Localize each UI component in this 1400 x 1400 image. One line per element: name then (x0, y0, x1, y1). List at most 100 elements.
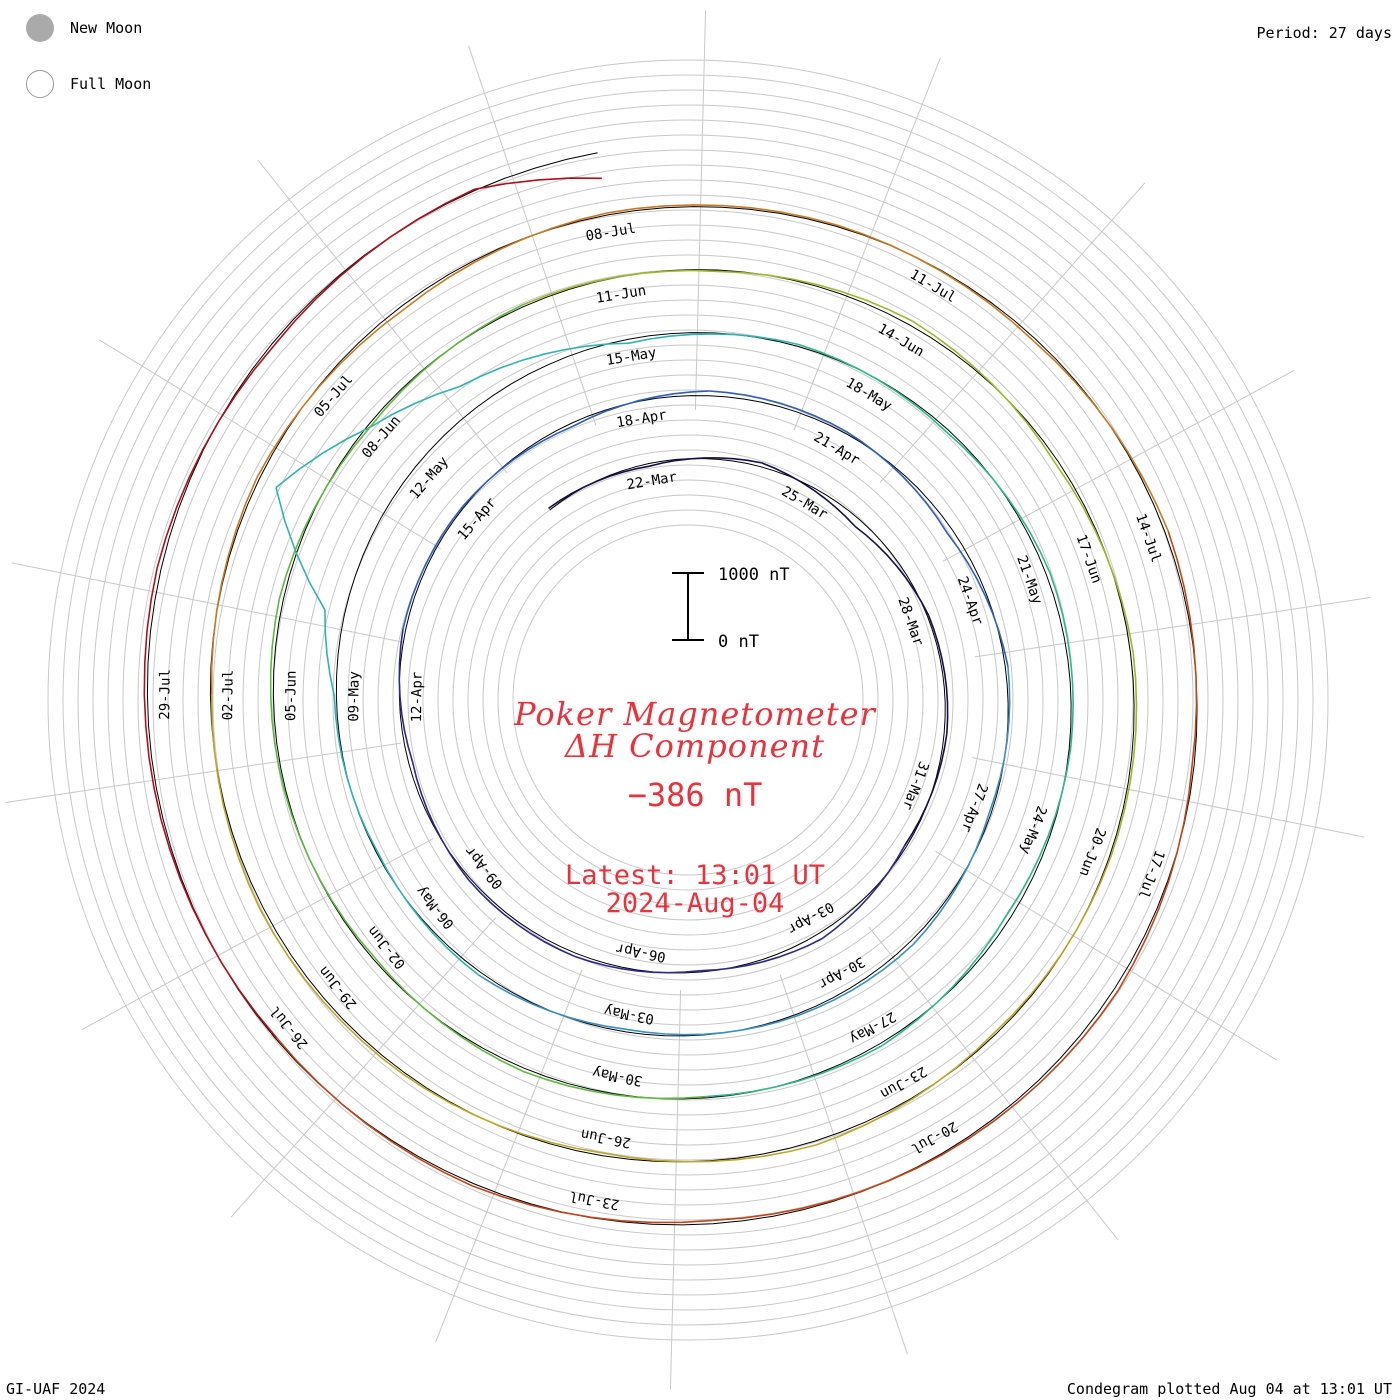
grid-spoke (793, 57, 941, 431)
series-segment (780, 943, 915, 1023)
grid-spoke (942, 369, 1295, 562)
series-segment (461, 425, 574, 508)
series-segment (1167, 530, 1198, 765)
grid-spoke (435, 969, 583, 1343)
grid-ring (497, 509, 879, 891)
date-tick-label: 12-May (407, 454, 452, 503)
grid-ring (212, 224, 1164, 1176)
series-segment (474, 177, 602, 191)
grid-ring (122, 134, 1254, 1266)
legend-new-moon: New Moon (26, 14, 142, 42)
grid-spoke (868, 926, 1119, 1241)
series-segment (628, 333, 799, 346)
grid-ring (437, 449, 939, 951)
grid-ring (467, 479, 909, 921)
series-segment (373, 956, 524, 1073)
series-segment (403, 212, 608, 311)
grid-ring (92, 104, 1284, 1296)
grid-spoke (974, 597, 1371, 658)
series-segment (275, 487, 326, 611)
grid-rings (47, 59, 1329, 1341)
series-segment (1006, 748, 1072, 916)
series-segment (522, 269, 718, 306)
series-segment (943, 989, 1120, 1155)
series-segment (548, 465, 650, 510)
grid-spoke (81, 838, 434, 1031)
series-segment (927, 615, 949, 734)
date-tick-label: 02-Jun (365, 923, 409, 972)
series-segment (411, 761, 470, 881)
series-segment (398, 629, 414, 763)
series-segment (256, 308, 405, 479)
current-value: −386 nT (627, 776, 763, 814)
series-segment (402, 506, 464, 630)
grid-ring (407, 419, 969, 981)
series-segment (278, 426, 371, 599)
grid-spoke (257, 159, 508, 474)
series-segment (471, 1185, 713, 1224)
date-tick-label: 24-May (1017, 803, 1050, 856)
series-segment (709, 390, 848, 433)
series-segment (156, 344, 275, 569)
full-moon-icon (26, 70, 54, 98)
series-segment (846, 431, 949, 534)
grid-ring (227, 239, 1149, 1161)
grid-spoke (230, 917, 497, 1218)
series-segment (273, 188, 475, 346)
series-segment (459, 342, 630, 388)
grid-ring (512, 524, 864, 876)
footer-credit: GI-UAF 2024 (6, 1380, 106, 1398)
latest-time: Latest: 13:01 UT (564, 860, 826, 891)
series-segment (522, 1070, 707, 1100)
date-tick-label: 03-May (603, 1002, 656, 1027)
series-segment (1117, 764, 1193, 991)
series-segment (761, 462, 856, 528)
chart-title-line1: Poker Magnetometer (514, 695, 876, 733)
grid-spoke (879, 182, 1146, 483)
series-segment (402, 1073, 604, 1154)
grid-ring (182, 194, 1194, 1206)
grid-ring (62, 74, 1314, 1326)
scale-bar-bottom-label: 0 nT (718, 632, 759, 652)
grid-spoke (5, 742, 402, 803)
period-label: Period: 27 days (1256, 24, 1392, 42)
grid-spokes (5, 10, 1371, 1390)
grid-spoke (972, 757, 1365, 838)
date-tick-label: 23-Jul (568, 1187, 621, 1212)
series-segment (854, 525, 930, 616)
scale-bar-top-label: 1000 nT (718, 565, 790, 585)
grid-ring (197, 209, 1179, 1191)
date-tick-label: 15-Apr (455, 495, 500, 544)
grid-ring (272, 284, 1104, 1116)
series-segment (798, 343, 947, 433)
new-moon-icon (26, 14, 54, 42)
series-segment (572, 390, 710, 427)
series-segment (706, 1044, 883, 1098)
legend-full-moon-label: Full Moon (70, 75, 152, 93)
series-segment (1055, 463, 1134, 653)
legend-full-moon: Full Moon (26, 70, 151, 98)
series-segment (994, 858, 1111, 1033)
grid-ring (137, 149, 1239, 1251)
series-segment (700, 937, 823, 972)
grid-ring (317, 329, 1059, 1071)
series-segment (376, 851, 480, 976)
date-tick-label: 21-May (1013, 553, 1045, 606)
date-tick-label: 22-Mar (626, 469, 679, 493)
series-segment (903, 732, 948, 847)
grid-ring (77, 89, 1299, 1311)
grid-spoke (779, 974, 908, 1355)
series-segment (626, 1020, 781, 1036)
series-segment (160, 818, 278, 1039)
grid-ring (377, 389, 999, 1011)
date-tick-label: 18-Apr (615, 407, 668, 431)
baseline-path (146, 152, 1198, 1226)
series-segment (369, 385, 461, 428)
series-segment (946, 532, 1009, 667)
date-tick-label: 15-May (605, 345, 658, 369)
series-segment (988, 666, 1011, 814)
series-segment (1033, 340, 1169, 532)
grid-ring (422, 434, 954, 966)
grid-ring (362, 374, 1014, 1026)
